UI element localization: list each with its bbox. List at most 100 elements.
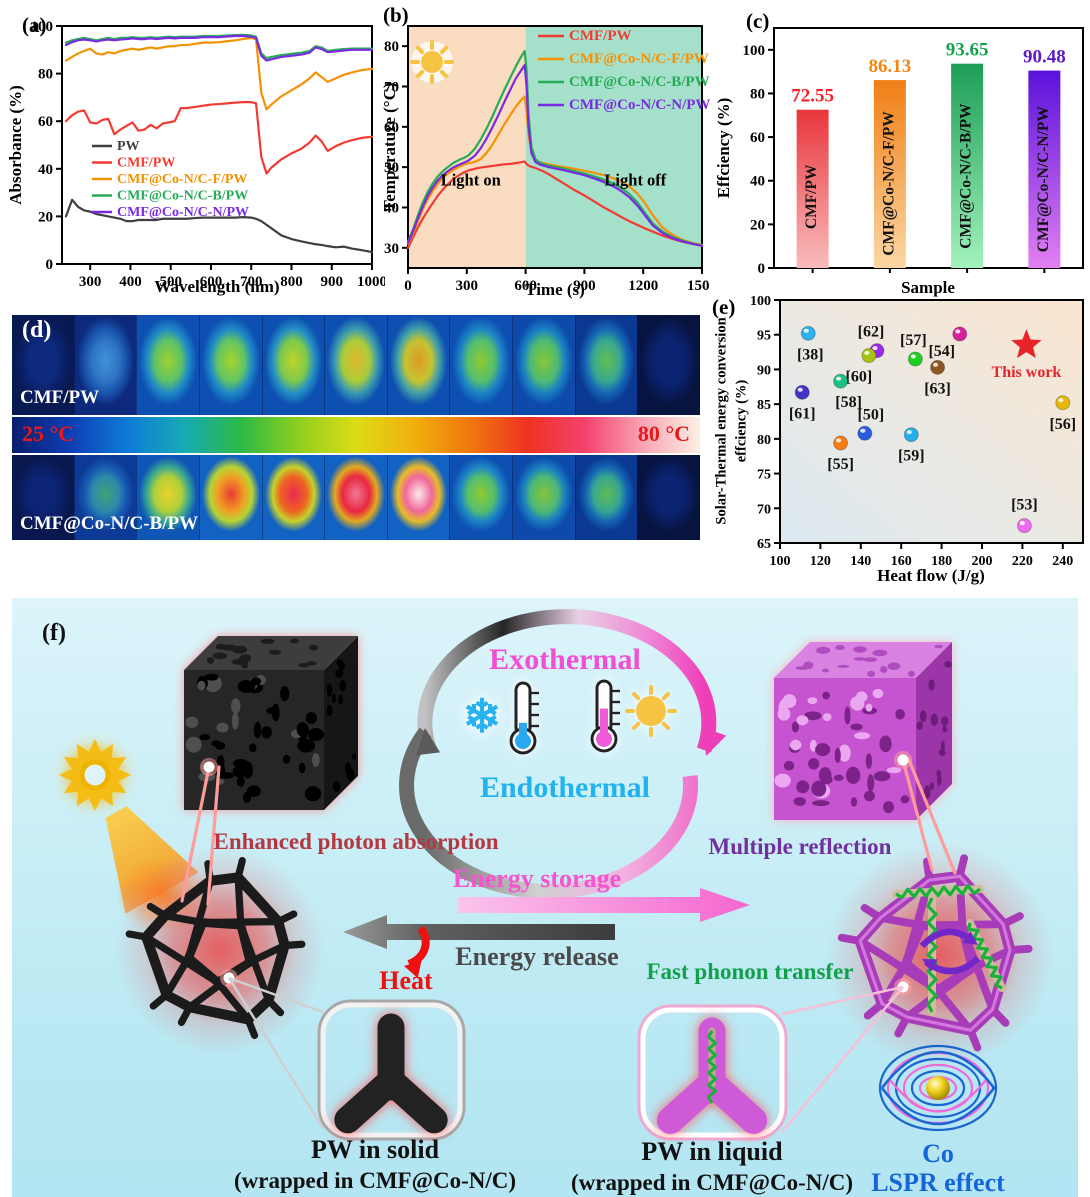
svg-text:[60]: [60] <box>846 369 873 386</box>
svg-text:500: 500 <box>159 274 182 290</box>
svg-text:80: 80 <box>384 39 399 55</box>
thermal-frame <box>512 455 575 540</box>
svg-text:Sample: Sample <box>901 278 955 297</box>
svg-text:[62]: [62] <box>858 324 885 341</box>
thermal-frame <box>261 315 325 415</box>
svg-text:600: 600 <box>200 274 223 290</box>
svg-text:Effciency (%): Effciency (%) <box>714 98 733 199</box>
svg-text:0: 0 <box>46 257 54 273</box>
svg-text:90.48: 90.48 <box>1023 47 1066 68</box>
svg-text:CMF@Co-N/C-N/PW: CMF@Co-N/C-N/PW <box>117 205 249 220</box>
svg-text:95: 95 <box>757 329 771 344</box>
thermal-frame <box>449 315 513 415</box>
svg-text:900: 900 <box>573 278 596 294</box>
svg-text:100: 100 <box>743 43 766 59</box>
svg-text:100: 100 <box>770 554 791 569</box>
svg-text:72.55: 72.55 <box>791 86 834 107</box>
svg-text:60: 60 <box>750 130 765 146</box>
svg-text:[63]: [63] <box>924 380 951 397</box>
chart-efficiency-bars: 0 20 40 60 80 100 (c) Sample Effciency (%) 72.55 C… <box>714 9 1084 297</box>
thermal-row1-label: CMF/PW <box>20 387 100 408</box>
chart-temperature: 0 300 600 900 1200 1500 30 40 50 60 70 80 (b) Time (s… <box>380 3 710 299</box>
svg-text:[58]: [58] <box>835 394 862 411</box>
scale-min-label: 25 °C <box>22 421 75 446</box>
svg-text:(b): (b) <box>383 3 409 27</box>
svg-text:Time (s): Time (s) <box>525 280 585 299</box>
thermal-frame <box>386 315 450 415</box>
svg-text:1200: 1200 <box>628 278 658 294</box>
svg-text:CMF@Co-N/C-N/PW: CMF@Co-N/C-N/PW <box>1035 106 1052 253</box>
chart-absorbance: 300 400 500 600 700 800 900 1000 0 20 40 60 80 100(a)… <box>6 13 385 296</box>
svg-text:300: 300 <box>79 274 102 290</box>
svg-text:CMF@Co-N/C-F/PW: CMF@Co-N/C-F/PW <box>880 111 897 256</box>
svg-text:800: 800 <box>280 274 303 290</box>
svg-text:[57]: [57] <box>900 332 927 349</box>
thermal-frame <box>512 315 575 415</box>
thermal-row-cmf-pw <box>12 315 701 415</box>
svg-text:200: 200 <box>972 554 993 569</box>
svg-text:40: 40 <box>38 162 53 178</box>
svg-text:700: 700 <box>240 274 263 290</box>
svg-text:80: 80 <box>757 433 771 448</box>
svg-text:30: 30 <box>384 241 399 257</box>
svg-text:CMF@Co-N/C-B/PW: CMF@Co-N/C-B/PW <box>569 74 710 90</box>
svg-text:40: 40 <box>750 174 765 190</box>
svg-text:70: 70 <box>384 80 399 96</box>
thermal-frame <box>73 455 137 540</box>
svg-text:120: 120 <box>810 554 831 569</box>
svg-text:60: 60 <box>38 114 53 130</box>
thermal-frame <box>12 315 74 415</box>
svg-text:93.65: 93.65 <box>946 40 989 61</box>
svg-text:[55]: [55] <box>827 456 854 473</box>
thermal-frame <box>386 455 450 540</box>
svg-text:20: 20 <box>750 217 765 233</box>
thermal-frame <box>12 455 74 540</box>
svg-text:Solar-Thermal energy conversio: Solar-Thermal energy conversion <box>713 317 729 524</box>
svg-text:40: 40 <box>384 201 399 217</box>
svg-text:600: 600 <box>514 278 537 294</box>
svg-text:[61]: [61] <box>789 405 816 422</box>
svg-text:This work: This work <box>992 364 1062 381</box>
thermal-frame <box>261 455 325 540</box>
panel-thermal-images: (d) CMF/PW CMF@Co-N/C-B/PW 25 °C 80 °C <box>12 315 701 540</box>
svg-text:100: 100 <box>31 19 54 35</box>
svg-text:[53]: [53] <box>1011 497 1038 514</box>
svg-text:240: 240 <box>1052 554 1073 569</box>
thermal-frame <box>637 315 701 415</box>
svg-text:[50]: [50] <box>858 406 885 423</box>
svg-text:65: 65 <box>757 537 771 552</box>
svg-text:CMF@Co-N/C-F/PW: CMF@Co-N/C-F/PW <box>569 51 709 67</box>
svg-text:300: 300 <box>456 278 479 294</box>
temperature-colorbar <box>12 417 700 453</box>
thermal-frame <box>637 455 701 540</box>
svg-text:Light on: Light on <box>441 170 501 189</box>
thermal-frame <box>73 315 137 415</box>
svg-text:75: 75 <box>757 468 771 483</box>
svg-text:CMF@Co-N/C-B/PW: CMF@Co-N/C-B/PW <box>958 103 975 249</box>
svg-text:[38]: [38] <box>797 346 824 363</box>
thermal-frame <box>324 315 387 415</box>
svg-text:80: 80 <box>38 67 53 83</box>
svg-text:60: 60 <box>384 120 399 136</box>
svg-text:effciency (%): effciency (%) <box>733 380 749 463</box>
thermal-frame <box>324 455 387 540</box>
svg-text:70: 70 <box>757 502 771 517</box>
svg-text:1000: 1000 <box>357 274 385 290</box>
svg-text:CMF/PW: CMF/PW <box>569 28 631 44</box>
svg-text:20: 20 <box>38 209 53 225</box>
svg-text:0: 0 <box>404 278 412 294</box>
svg-text:400: 400 <box>119 274 142 290</box>
svg-text:90: 90 <box>757 363 771 378</box>
scale-max-label: 80 °C <box>637 421 690 446</box>
svg-text:86.13: 86.13 <box>869 56 912 77</box>
thermal-frame <box>136 315 199 415</box>
thermal-frame <box>198 455 262 540</box>
thermal-frame <box>449 455 513 540</box>
svg-text:(e): (e) <box>712 295 735 319</box>
chart-solar-thermal-scatter: 100 120 140 160 180 200 220 240 65 70 75 80 85 90 95 10… <box>712 294 1084 585</box>
svg-text:900: 900 <box>320 274 343 290</box>
svg-text:[54]: [54] <box>928 343 955 360</box>
svg-text:CMF@Co-N/C-N/PW: CMF@Co-N/C-N/PW <box>569 97 710 113</box>
svg-text:Wavelength (nm): Wavelength (nm) <box>154 277 279 296</box>
svg-text:Temperature (°C): Temperature (°C) <box>380 82 399 211</box>
